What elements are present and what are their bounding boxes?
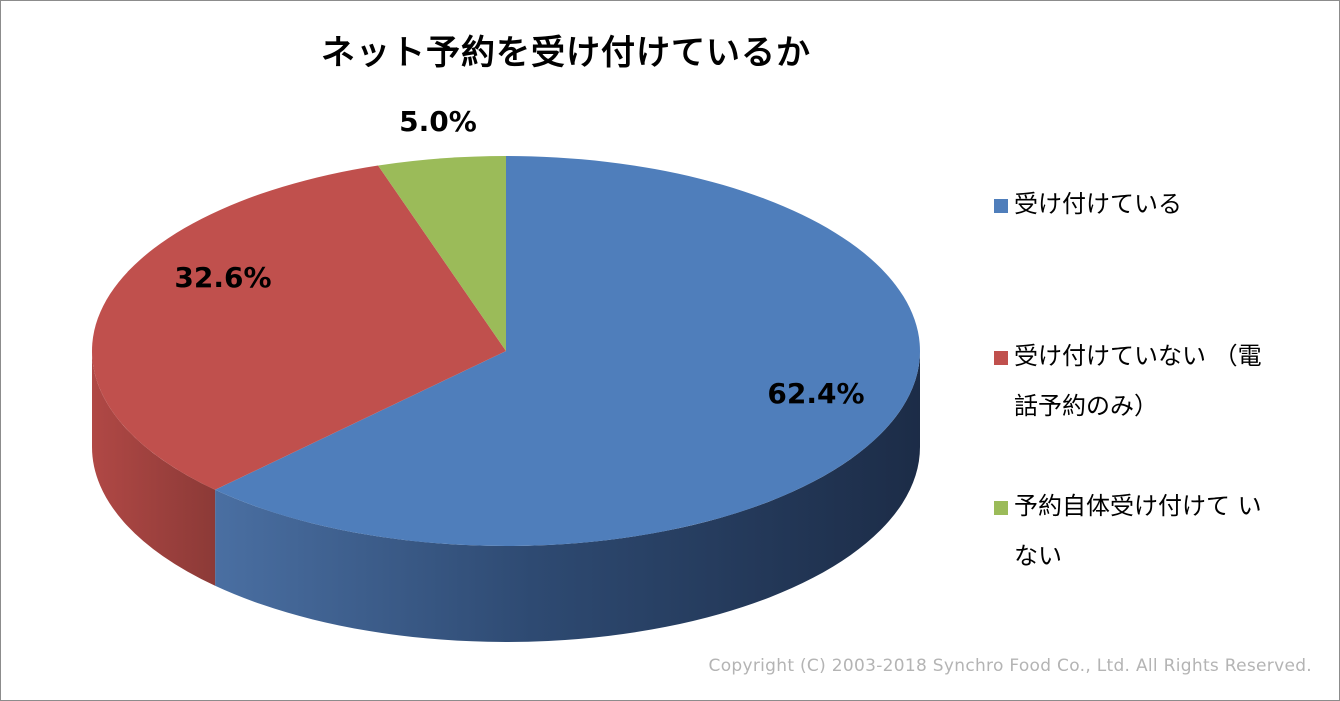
data-label-2: 5.0% bbox=[399, 105, 477, 138]
legend-item-no-reservations: 予約自体受け付けて いない bbox=[994, 492, 1284, 581]
data-label-1: 32.6% bbox=[174, 261, 271, 294]
legend-swatch bbox=[994, 501, 1008, 515]
pie-side-1 bbox=[92, 351, 216, 586]
pie-slices bbox=[92, 156, 921, 642]
legend-label: 予約自体受け付けて いない bbox=[1014, 492, 1262, 570]
chart-title: ネット予約を受け付けているか bbox=[321, 33, 811, 73]
pie-side-0 bbox=[215, 351, 920, 642]
legend: 受け付けている 受け付けていない （電話予約のみ） 予約自体受け付けて いない bbox=[994, 1, 1324, 700]
legend-item-phone-only: 受け付けていない （電話予約のみ） bbox=[994, 342, 1284, 431]
legend-item-accepting: 受け付けている bbox=[994, 190, 1284, 229]
legend-swatch bbox=[994, 199, 1008, 213]
legend-swatch bbox=[994, 351, 1008, 365]
pie-slice-2 bbox=[378, 156, 506, 351]
pie-slice-1 bbox=[92, 165, 506, 490]
data-label-0: 62.4% bbox=[767, 377, 864, 410]
pie-data-labels: 62.4% 32.6% 5.0% bbox=[174, 105, 864, 410]
copyright-notice: Copyright (C) 2003-2018 Synchro Food Co.… bbox=[708, 656, 1312, 676]
legend-label: 受け付けていない （電話予約のみ） bbox=[1014, 342, 1262, 420]
legend-label: 受け付けている bbox=[1014, 190, 1182, 218]
pie-slice-0 bbox=[215, 156, 921, 546]
